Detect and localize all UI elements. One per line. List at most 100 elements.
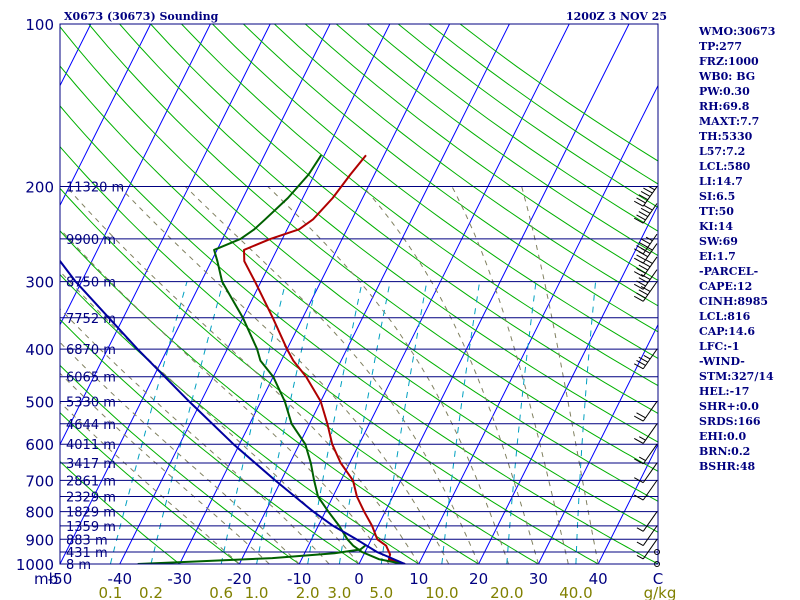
wind-barb-flag xyxy=(638,436,646,441)
index-value: -WIND- xyxy=(699,355,745,368)
wind-barb-flag xyxy=(636,527,644,532)
wind-barb-flag xyxy=(638,194,649,201)
wind-barb-flag xyxy=(640,274,651,280)
mixing-ratio-label: 20.0 xyxy=(490,584,523,600)
temperature-tick-label: 10 xyxy=(409,570,428,588)
wind-barb-flag xyxy=(638,264,649,271)
index-value: SI:6.5 xyxy=(699,190,736,203)
mixing-ratio-label: 0.2 xyxy=(139,584,163,600)
wind-barb-flag xyxy=(636,280,646,287)
index-value: EHI:0.0 xyxy=(699,430,747,443)
wind-barb-staff xyxy=(642,462,658,483)
index-value: CAPE:12 xyxy=(699,280,753,293)
wind-barb-flag xyxy=(636,541,644,546)
series-layer xyxy=(60,154,406,564)
moist-adiabat-line xyxy=(65,186,420,564)
wind-barb xyxy=(633,281,658,302)
wind-barb-flag xyxy=(640,261,651,268)
wind-barb-flag xyxy=(636,555,644,560)
wind-barb-flag xyxy=(633,458,644,465)
wind-barb-flag xyxy=(638,289,649,296)
wind-barb-flag xyxy=(640,238,651,245)
mixing-ratio-label: 1.0 xyxy=(245,584,269,600)
pressure-tick-label: 300 xyxy=(25,274,54,292)
index-value: BRN:0.2 xyxy=(699,445,751,458)
height-label: 4644 m xyxy=(66,418,116,433)
mixing-ratio-line xyxy=(220,281,287,564)
wind-barb-flag xyxy=(645,259,653,264)
wind-barb-flag xyxy=(640,286,651,292)
dry-adiabat-line xyxy=(60,26,658,502)
pressure-tick-label: 100 xyxy=(25,16,54,34)
wind-barb xyxy=(633,443,658,465)
wind-barb-flag xyxy=(633,283,644,290)
wind-barb-flag xyxy=(633,217,644,224)
temperature-tick-label: 20 xyxy=(469,570,488,588)
wind-barb-flag xyxy=(638,251,649,258)
index-value: TP:277 xyxy=(699,40,743,53)
wind-barb-flag xyxy=(648,185,655,191)
indices-panel: WMO:30673 TP:277 FRZ:1000 WB0: BG PW:0.30 RH:… xyxy=(699,24,799,474)
temperature-tick-label: 0 xyxy=(354,570,364,588)
wind-barb-flag xyxy=(640,207,651,214)
index-value: LCL:816 xyxy=(699,310,751,323)
wind-barb-flag xyxy=(633,477,644,484)
index-value: STM:327/14 xyxy=(699,370,774,383)
moist-adiabat-line xyxy=(60,270,360,564)
pressure-tick-label: 600 xyxy=(25,436,54,454)
height-label: 6065 m xyxy=(66,371,116,386)
temperature-unit-label: C xyxy=(653,570,663,588)
mixing-ratio-label: 0.1 xyxy=(98,584,122,600)
mixing-ratio-line xyxy=(380,281,428,564)
height-label: 8750 m xyxy=(66,276,116,291)
wind-barb xyxy=(633,348,658,370)
index-value: EI:1.7 xyxy=(699,250,736,263)
wind-barb-staff xyxy=(642,423,658,444)
wind-barb-staff xyxy=(642,401,658,422)
wind-barb-layer xyxy=(633,185,660,567)
dewpoint-line xyxy=(213,154,404,564)
index-value: WB0: BG xyxy=(699,70,756,83)
wind-barb-flag xyxy=(636,267,646,274)
mixing-ratio-label: g/kg xyxy=(644,584,677,600)
wind-barb-flag xyxy=(640,190,651,197)
temperature-tick-label: -10 xyxy=(287,570,312,588)
wind-barb-flag xyxy=(643,204,653,211)
mixing-ratio-line xyxy=(256,281,318,564)
height-label: 9900 m xyxy=(66,233,116,248)
wind-barb xyxy=(633,203,658,224)
plot-frame xyxy=(59,23,659,565)
temperature-tick-label: 30 xyxy=(529,570,548,588)
wind-barb-flag xyxy=(633,295,644,302)
index-value: LCL:580 xyxy=(699,160,751,173)
temperature-line xyxy=(243,154,406,564)
isotherm-line xyxy=(298,24,570,564)
wind-barb-flag xyxy=(643,355,651,360)
height-label: 7752 m xyxy=(66,312,116,327)
pressure-unit-label: mb xyxy=(34,570,58,588)
isotherm-line xyxy=(478,204,658,564)
pressure-tick-label: 900 xyxy=(25,531,54,549)
wind-barb-flag xyxy=(638,277,649,284)
temperature-tick-label: -50 xyxy=(48,570,73,588)
height-label: 2861 m xyxy=(66,474,116,489)
index-value: L57:7.2 xyxy=(699,145,746,158)
isotherm-line xyxy=(238,24,510,564)
dewpoint-surface-line xyxy=(137,544,366,564)
isotherm-line xyxy=(60,24,211,326)
wind-barb xyxy=(636,525,658,546)
wind-barb-flag xyxy=(636,254,646,261)
isotherm-line xyxy=(60,24,271,446)
height-label: 11320 m xyxy=(66,181,124,196)
wind-barb-calm xyxy=(654,548,660,555)
isotherm-line xyxy=(119,24,391,564)
wind-barb-flag xyxy=(638,356,649,363)
wind-barb-staff xyxy=(642,480,658,501)
mixing-ratio-label: 2.0 xyxy=(296,584,320,600)
height-label: 5330 m xyxy=(66,395,116,410)
wind-barb-flag xyxy=(633,494,644,501)
index-value: HEL:-17 xyxy=(699,385,750,398)
mixing-ratio-line xyxy=(575,281,597,564)
index-value: LFC:-1 xyxy=(699,340,740,353)
temperature-tick-label: -20 xyxy=(227,570,252,588)
